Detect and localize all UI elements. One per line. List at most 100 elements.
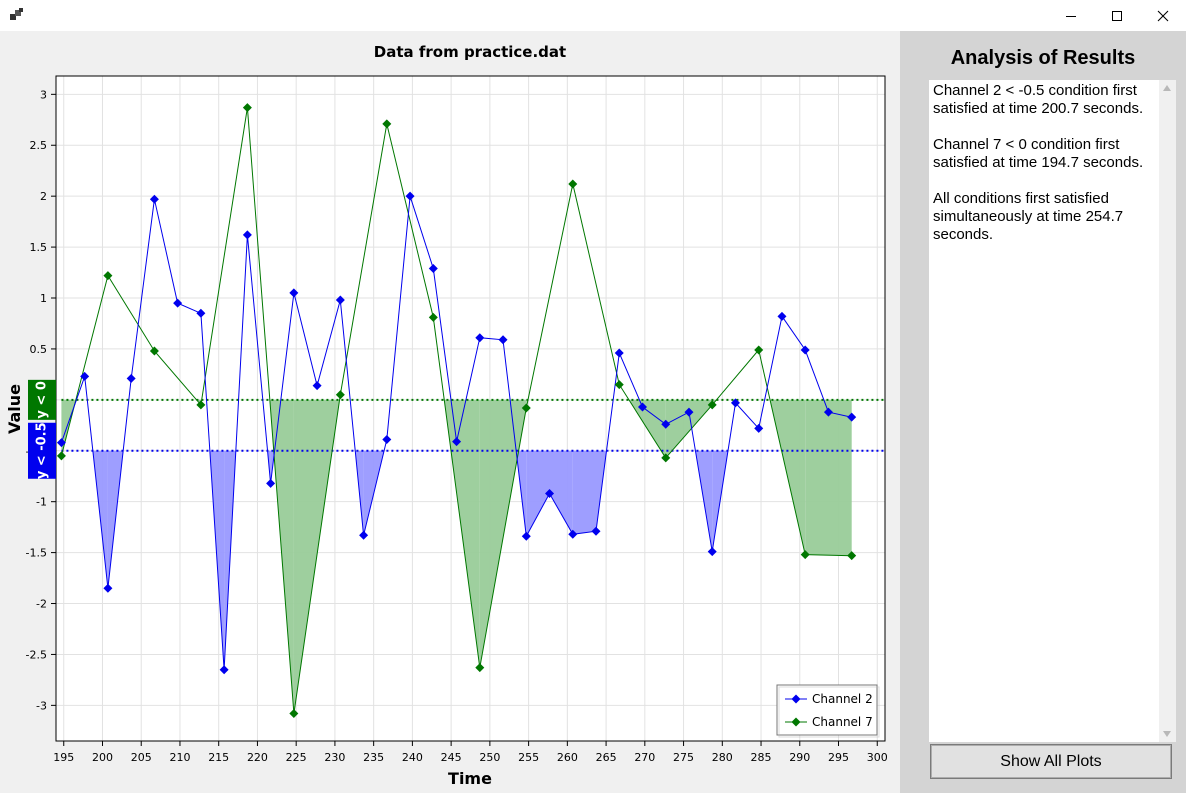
y-tick-label: -2 [36, 598, 47, 611]
legend-marker [791, 717, 801, 727]
result-line: Channel 2 < -0.5 condition first satisfi… [933, 82, 1144, 117]
chart: 195 200 205 210 215 220 225 230 235 240 245 250 255 2… [5, 43, 888, 788]
y-tick-label: 1.5 [30, 241, 48, 254]
x-tick-label: 250 [479, 751, 500, 764]
show-all-plots-button[interactable]: Show All Plots [930, 744, 1172, 779]
y-tick-label: -3 [36, 699, 47, 712]
data-point [568, 529, 578, 539]
x-tick-label: 195 [53, 751, 74, 764]
scroll-up-icon[interactable] [1163, 85, 1171, 91]
minimize-icon [1066, 15, 1076, 17]
x-tick-label: 200 [92, 751, 113, 764]
x-tick-label: 290 [789, 751, 810, 764]
x-axis-label: Time [448, 769, 492, 788]
threshold-label: y < 0 [35, 381, 50, 418]
data-point [56, 438, 66, 448]
x-tick-label: 300 [867, 751, 888, 764]
minimize-button[interactable] [1048, 0, 1094, 31]
title-bar [0, 0, 1186, 32]
x-tick-label: 260 [557, 751, 578, 764]
data-point [568, 179, 578, 189]
data-point [335, 295, 345, 305]
data-point [754, 345, 764, 355]
data-point [823, 407, 833, 417]
data-point [56, 451, 66, 461]
threshold-label-box: y < 0 [28, 379, 56, 420]
data-point [219, 665, 229, 675]
data-point [707, 547, 717, 557]
legend-entry: Channel 7 [812, 715, 873, 729]
data-point [800, 550, 810, 560]
results-scrollbar[interactable] [1159, 80, 1176, 742]
x-tick-label: 255 [518, 751, 539, 764]
maximize-button[interactable] [1094, 0, 1140, 31]
chart-title: Data from practice.dat [374, 43, 566, 61]
x-tick-label: 245 [441, 751, 462, 764]
data-point [196, 308, 206, 318]
results-text: Channel 2 < -0.5 condition first satisfi… [933, 82, 1157, 262]
y-tick-label: 3 [40, 88, 47, 101]
area-below-threshold [572, 450, 596, 535]
area-below-threshold [549, 450, 573, 535]
data-point [498, 335, 508, 345]
data-point [521, 403, 531, 413]
data-point [196, 400, 206, 410]
scroll-down-icon[interactable] [1163, 731, 1171, 737]
data-point [614, 380, 624, 390]
close-button[interactable] [1140, 0, 1186, 31]
data-point [475, 663, 485, 673]
data-point [428, 263, 438, 273]
x-tick-label: 270 [634, 751, 655, 764]
maximize-icon [1112, 10, 1122, 21]
threshold-label: y < -0.5 [35, 422, 50, 479]
y-tick-label: 2.5 [30, 139, 48, 152]
data-point [800, 345, 810, 355]
data-point [545, 489, 555, 499]
x-tick-label: 240 [402, 751, 423, 764]
data-point [382, 119, 392, 129]
data-point [242, 230, 252, 240]
y-tick-label: -1 [36, 496, 47, 509]
y-tick-label: 2 [40, 190, 47, 203]
data-point [289, 288, 299, 298]
data-point [591, 526, 601, 536]
x-tick-label: 205 [131, 751, 152, 764]
data-point [173, 298, 183, 308]
legend: Channel 2 Channel 7 [776, 684, 880, 738]
x-tick-label: 275 [673, 751, 694, 764]
data-point [847, 412, 857, 422]
data-point [754, 423, 764, 433]
series-line [60, 107, 852, 714]
x-tick-label: 220 [247, 751, 268, 764]
data-point [266, 478, 276, 488]
x-tick-label: 280 [712, 751, 733, 764]
data-point [661, 419, 671, 429]
data-point [312, 381, 322, 391]
data-point [149, 346, 159, 356]
close-icon [1157, 10, 1169, 21]
data-point [707, 400, 717, 410]
area-below-threshold [526, 450, 550, 537]
x-tick-label: 225 [286, 751, 307, 764]
legend-marker [791, 694, 801, 704]
data-point [382, 435, 392, 445]
y-tick-label: -1.5 [26, 547, 47, 560]
data-point [103, 583, 113, 593]
x-tick-label: 265 [596, 751, 617, 764]
data-point [777, 311, 787, 321]
data-point [335, 390, 345, 400]
result-line: Channel 7 < 0 condition first satisfied … [933, 136, 1144, 171]
threshold-label-box: y < -0.5 [28, 422, 56, 479]
result-line: All conditions first satisfied simultane… [933, 190, 1124, 243]
data-point [847, 551, 857, 561]
data-point [405, 191, 415, 201]
plot-pane: 195 200 205 210 215 220 225 230 235 240 245 250 255 2… [0, 31, 900, 793]
data-point [103, 271, 113, 281]
data-point [475, 333, 485, 343]
x-tick-label: 235 [363, 751, 384, 764]
y-tick-label: 1 [40, 292, 47, 305]
data-point [80, 371, 90, 381]
results-textbox[interactable]: Channel 2 < -0.5 condition first satisfi… [929, 80, 1159, 742]
x-tick-label: 285 [751, 751, 772, 764]
analysis-title: Analysis of Results [950, 47, 1136, 69]
